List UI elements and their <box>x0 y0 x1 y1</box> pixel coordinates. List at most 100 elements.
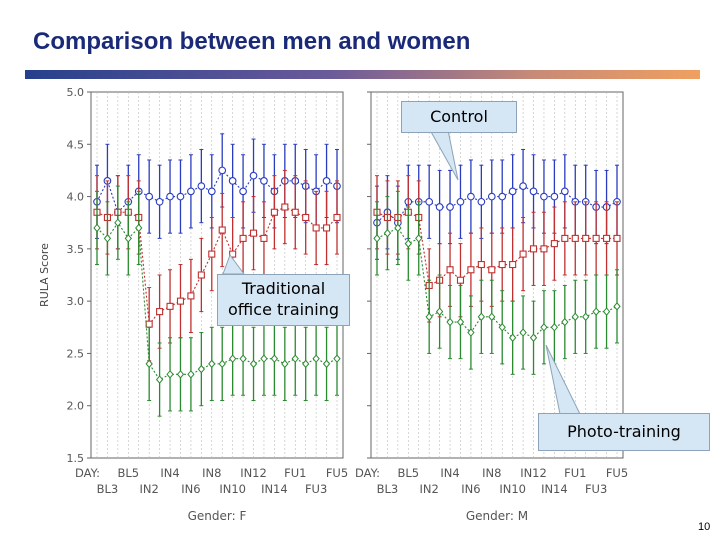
x-tick-label: IN4 <box>440 466 459 480</box>
point-office-training <box>166 302 174 310</box>
x-tick-label: IN6 <box>461 482 480 496</box>
point-office-training <box>467 266 475 274</box>
point-photo-training <box>571 312 579 322</box>
point-photo-training <box>383 228 392 238</box>
point-office-training <box>156 308 164 316</box>
slide-title: Comparison between men and women <box>33 28 471 55</box>
chart-svg: RULA Score 1.5 2.0 2.5 3.0 3.5 4.0 4.5 5.0 DAY: BL… <box>38 86 628 523</box>
point-photo-training <box>602 307 611 316</box>
point-office-training <box>488 266 496 274</box>
point-control <box>529 187 538 196</box>
point-office-training <box>333 213 341 222</box>
point-photo-training <box>249 359 258 369</box>
point-control <box>477 197 486 206</box>
x-axis-title: DAY: <box>75 466 100 480</box>
point-office-training <box>187 292 195 300</box>
callout-control: Control <box>401 101 517 133</box>
point-photo-training <box>333 354 341 363</box>
point-photo-training <box>582 312 590 322</box>
point-office-training <box>498 260 506 269</box>
point-office-training <box>229 250 237 258</box>
point-control <box>166 192 174 201</box>
x-tick-label: FU1 <box>564 466 586 480</box>
point-photo-training <box>239 354 247 363</box>
panel-gender-label: Gender: M <box>466 509 528 523</box>
title-underline-bar <box>25 70 700 79</box>
callout-office-line-1: Traditional <box>241 279 326 298</box>
x-tick-label: FU3 <box>585 482 607 496</box>
page-number: 10 <box>698 521 711 533</box>
x-tick-label: IN4 <box>160 466 179 480</box>
point-photo-training <box>498 323 506 332</box>
point-photo-training <box>260 354 268 363</box>
point-photo-training <box>435 307 444 316</box>
point-office-training <box>291 208 299 216</box>
point-office-training <box>446 266 454 274</box>
point-photo-training <box>425 312 433 322</box>
point-photo-training <box>93 223 101 233</box>
point-office-training <box>323 224 331 232</box>
callout-office-line-2: office training <box>228 300 339 319</box>
x-tick-label: FU1 <box>284 466 306 480</box>
point-photo-training <box>561 317 569 327</box>
point-photo-training <box>155 375 164 384</box>
point-control <box>218 166 227 175</box>
panel-gender-label: Gender: F <box>188 509 247 523</box>
point-control <box>322 177 331 185</box>
point-photo-training <box>415 234 423 243</box>
point-control <box>249 171 258 180</box>
x-tick-label: FU5 <box>326 466 348 480</box>
x-tick-label: IN8 <box>202 466 221 480</box>
point-office-training <box>145 320 153 328</box>
point-office-training <box>281 203 289 211</box>
point-photo-training <box>529 333 538 343</box>
point-control <box>540 192 548 201</box>
point-photo-training <box>456 317 465 327</box>
point-control <box>467 192 475 201</box>
point-control <box>508 187 517 196</box>
x-tick-label: IN10 <box>219 482 246 496</box>
point-control <box>560 187 569 196</box>
point-photo-training <box>446 317 454 327</box>
point-photo-training <box>291 354 299 363</box>
point-office-training <box>260 234 268 242</box>
point-control <box>498 192 507 201</box>
x-tick-label: IN12 <box>520 466 547 480</box>
x-tick-label: IN2 <box>140 482 159 496</box>
point-office-training <box>582 234 590 242</box>
y-tick-label: 1.5 <box>67 452 85 465</box>
point-photo-training <box>103 234 112 243</box>
callout-office-training: Traditional office training <box>217 274 350 326</box>
point-control <box>155 197 164 206</box>
x-tick-label: BL3 <box>97 482 119 496</box>
point-office-training <box>312 224 320 232</box>
point-control <box>207 187 216 196</box>
y-tick-label: 4.5 <box>67 138 85 151</box>
point-photo-training <box>550 323 559 332</box>
y-tick-label: 4.0 <box>67 191 85 204</box>
point-photo-training <box>404 239 412 248</box>
point-photo-training <box>281 359 289 369</box>
x-tick-label: IN14 <box>541 482 568 496</box>
point-office-training <box>571 234 579 242</box>
point-photo-training <box>508 333 517 343</box>
point-office-training <box>302 213 310 222</box>
y-tick-label: 2.0 <box>67 400 85 413</box>
y-tick-label: 3.0 <box>67 295 85 308</box>
point-photo-training <box>373 234 381 243</box>
point-control <box>228 177 237 185</box>
x-tick-label: FU5 <box>606 466 628 480</box>
point-photo-training <box>322 359 331 369</box>
point-office-training <box>249 229 258 237</box>
point-photo-training <box>114 218 122 227</box>
point-photo-training <box>228 354 237 363</box>
point-photo-training <box>302 359 310 369</box>
point-office-training <box>540 245 548 253</box>
point-office-training <box>592 234 600 242</box>
point-photo-training <box>519 328 527 337</box>
point-office-training <box>509 260 517 269</box>
point-photo-training <box>592 307 600 316</box>
x-tick-label: FU3 <box>305 482 327 496</box>
point-photo-training <box>394 223 402 233</box>
point-office-training <box>529 245 538 253</box>
